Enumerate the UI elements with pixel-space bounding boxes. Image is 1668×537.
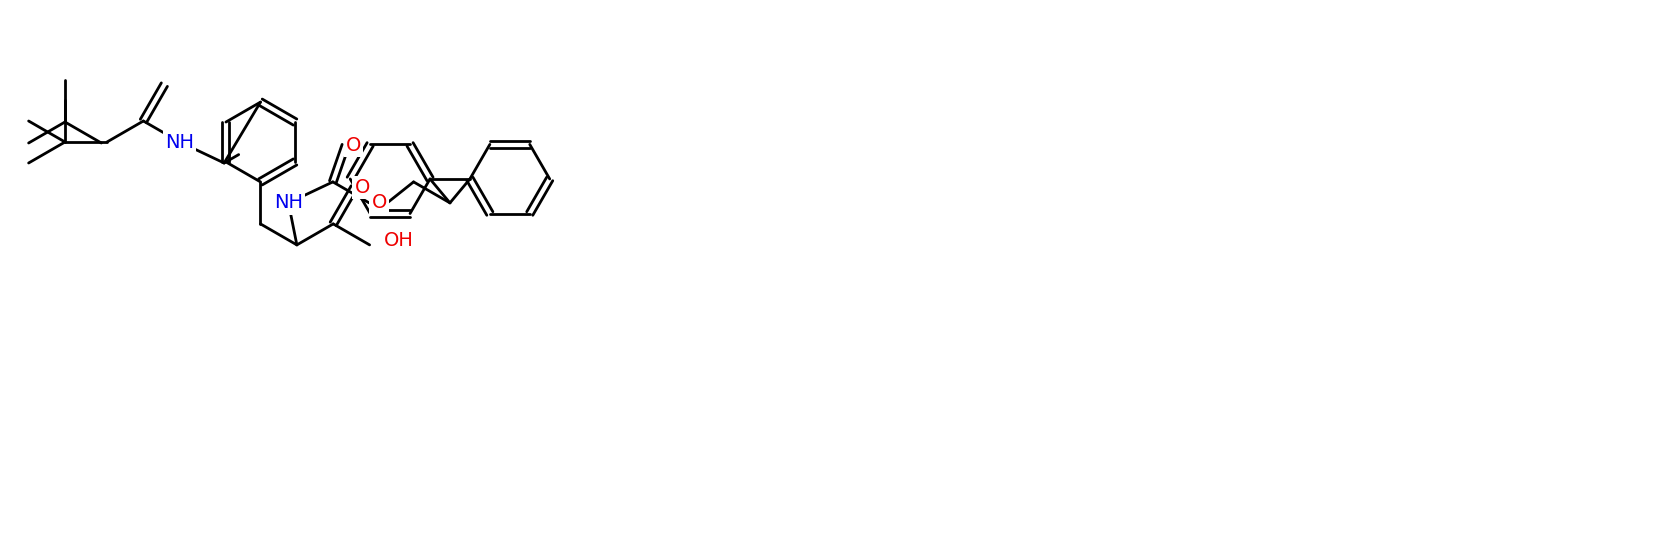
Text: NH: NH — [274, 193, 304, 213]
Text: NH: NH — [165, 133, 193, 151]
Text: O: O — [345, 136, 362, 155]
Text: O: O — [355, 178, 370, 197]
Text: OH: OH — [384, 231, 414, 250]
Text: O: O — [372, 193, 387, 213]
